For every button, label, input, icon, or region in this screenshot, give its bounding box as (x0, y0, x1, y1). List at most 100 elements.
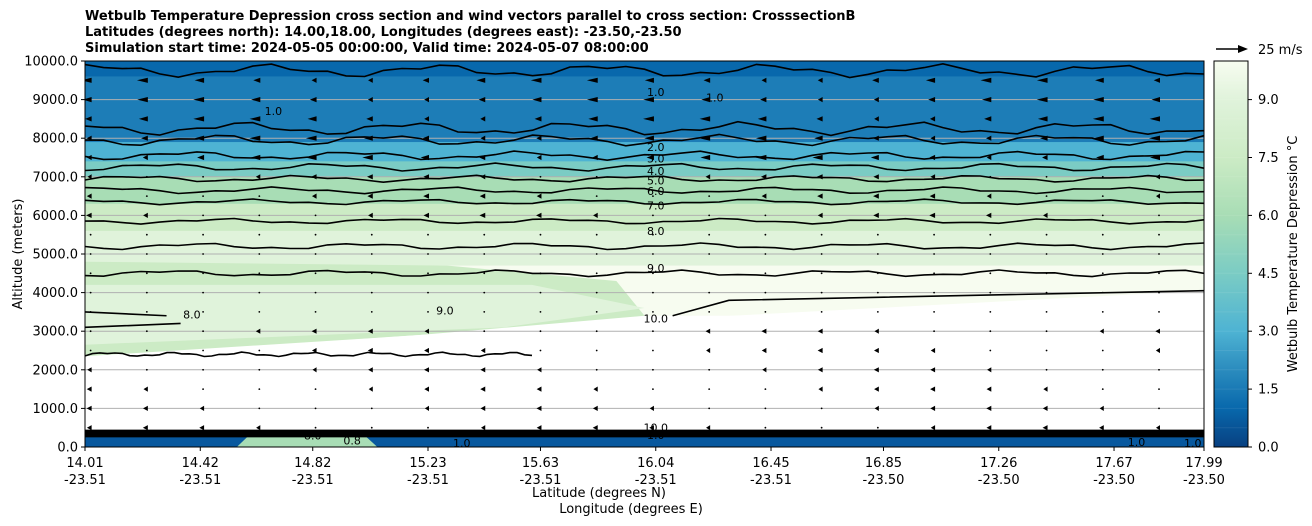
colorbar-ticks: 0.0 1.5 3.0 4.5 6.0 7.5 9.0 (1248, 93, 1279, 456)
colorbar-gradient (1214, 61, 1248, 447)
wind-vector-298 (1101, 349, 1104, 352)
x-tick-label-lat-0: 14.01 (66, 456, 103, 471)
contour-label-5: 4.0 (647, 165, 665, 178)
wind-vector-221 (145, 291, 148, 294)
wind-vector-15 (925, 77, 936, 83)
wind-vector-18 (1095, 77, 1104, 83)
wind-vector-316 (987, 367, 992, 373)
contour-label-7: 6.0 (647, 185, 665, 198)
wind-vector-300 (87, 367, 92, 373)
wind-vector-290 (652, 349, 654, 352)
wind-vector-306 (424, 367, 430, 373)
wind-vector-240 (89, 311, 92, 313)
wind-vector-337 (1043, 386, 1048, 392)
wind-vector-331 (708, 388, 711, 390)
wind-vector-373 (820, 426, 823, 429)
y-axis: 0.0 1000.0 2000.0 3000.0 4000.0 5000.0 6000.0 7… (24, 55, 85, 456)
wind-vector-352 (764, 407, 767, 410)
wind-vector-270 (652, 330, 654, 333)
wind-vector-213 (820, 272, 823, 275)
wind-vector-122 (202, 195, 204, 198)
wind-vector-124 (311, 193, 317, 199)
y-tick-label-0: 0.0 (57, 441, 78, 456)
wind-vector-123 (258, 195, 261, 198)
wind-vector-192 (764, 253, 767, 255)
wind-vector-145 (368, 212, 373, 218)
wind-vector-356 (986, 405, 992, 411)
wind-vector-87 (479, 154, 486, 161)
x-tick-label-lon-3: -23.51 (407, 473, 449, 488)
wind-vector-90 (646, 154, 654, 161)
wind-vector-194 (876, 253, 879, 255)
wind-vector-132 (761, 193, 767, 199)
wind-vector-365 (370, 426, 373, 429)
wind-vector-347 (480, 405, 486, 411)
contour-line-10 (85, 269, 1204, 278)
contour-line-7 (85, 198, 1204, 206)
contour-label-6: 5.0 (647, 175, 665, 188)
wind-vector-149 (593, 212, 598, 218)
wind-vector-120 (86, 193, 92, 199)
wind-vector-351 (708, 407, 711, 410)
wind-vector-126 (423, 193, 430, 199)
wind-vector-291 (706, 347, 711, 354)
wind-vector-363 (256, 425, 261, 431)
wind-vector-190 (652, 253, 654, 255)
contour-label-16: 8.0 (304, 429, 322, 442)
wind-vector-153 (817, 212, 823, 218)
wind-vector-239 (1158, 291, 1160, 294)
x-tick-label-lat-2: 14.82 (294, 456, 331, 471)
contour-label-11: 10.0 (643, 312, 668, 325)
wind-vector-93 (812, 154, 823, 161)
contour-line-11 (85, 351, 533, 358)
wind-vector-214 (876, 272, 879, 275)
wind-vector-146 (423, 212, 430, 218)
wind-vector-241 (145, 311, 148, 313)
wind-vector-117 (1045, 175, 1048, 178)
wind-vector-350 (649, 405, 654, 411)
wind-vector-287 (480, 347, 486, 354)
wind-vector-362 (199, 425, 205, 431)
wind-vector-288 (539, 349, 542, 352)
wind-vector-29 (586, 97, 598, 103)
wind-vector-168 (539, 233, 542, 236)
wind-vector-295 (930, 347, 936, 354)
contour-line-4 (85, 162, 1204, 172)
wind-vector-39 (1151, 97, 1161, 103)
wind-vector-338 (1101, 388, 1104, 390)
contour-line-2 (85, 133, 1204, 147)
contour-line-5 (85, 174, 1204, 184)
y-tick-label-3: 3000.0 (33, 325, 79, 340)
wind-vector-26 (424, 97, 430, 103)
wind-vector-358 (1099, 405, 1104, 411)
wind-vector-97 (1042, 154, 1048, 161)
wind-vector-68 (536, 135, 542, 141)
wind-vector-204 (314, 272, 317, 275)
wind-vector-193 (820, 253, 823, 255)
wind-vector-175 (933, 233, 935, 236)
wind-vector-158 (1101, 214, 1104, 217)
wind-vector-42 (193, 116, 205, 122)
reference-arrow-head (1238, 45, 1248, 53)
contour-line-10-east (672, 289, 1204, 317)
wind-vector-14 (872, 77, 879, 83)
wind-vector-259 (1158, 311, 1160, 313)
wind-vector-353 (820, 407, 823, 410)
wind-vector-370 (649, 425, 654, 431)
wind-vector-265 (367, 328, 373, 334)
contour-line-1 (85, 120, 1204, 137)
wind-vector-44 (307, 116, 317, 122)
wind-vector-282 (202, 349, 204, 352)
wind-vector-129 (595, 195, 598, 198)
wind-vector-108 (539, 175, 542, 178)
wind-vector-160 (89, 233, 92, 236)
wind-vector-377 (1042, 425, 1048, 431)
wind-vector-309 (595, 368, 598, 371)
wind-vector-63 (249, 135, 261, 141)
y-tick-label-9: 9000.0 (33, 93, 79, 108)
contour-label-15: 1.0 (647, 429, 665, 442)
wind-vector-150 (652, 214, 654, 217)
wind-vector-137 (1045, 195, 1048, 198)
wind-vector-112 (760, 174, 767, 180)
wind-vector-206 (427, 272, 429, 275)
